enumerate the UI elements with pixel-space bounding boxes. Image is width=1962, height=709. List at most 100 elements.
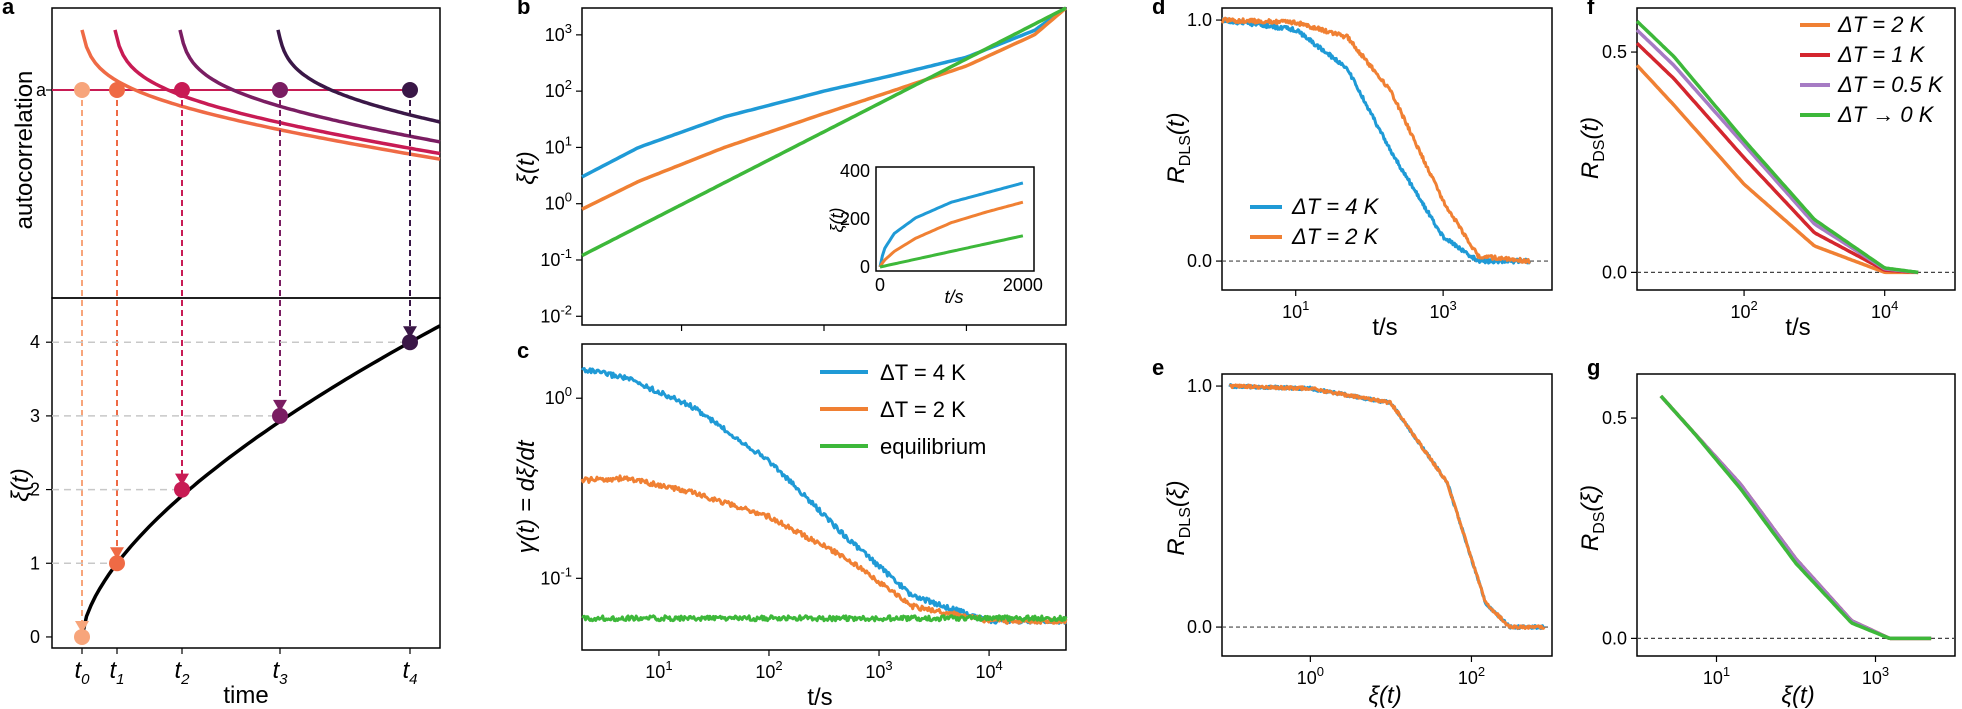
c-plot-xtick-label-1: 102	[755, 658, 782, 682]
panel-a-ytick-a: a	[36, 80, 47, 100]
panel-a-bottom-dot-t0	[74, 628, 90, 645]
panel-e-ylabel: RDLS(ξ)	[1163, 480, 1194, 555]
panel-label-a: a	[2, 0, 15, 19]
panel-g-plot: 101 103 0.0 0.5	[1602, 394, 1955, 688]
d-plot-series-0	[1221, 17, 1532, 265]
panel-b-inset-ytick-1: 200	[840, 209, 870, 229]
panel-a-arrowhead-t4	[403, 326, 417, 339]
f-plot-series-1	[1635, 41, 1919, 275]
b-plot-ytick-label-2: 100	[545, 190, 572, 214]
panel-a-ytick-label-0: 0	[30, 627, 40, 647]
panel-d-plot: 101 103 0.0 1.0	[1187, 10, 1552, 322]
panel-c-legend-label-0: ΔT = 4 K	[880, 360, 966, 385]
panel-a-top-frame	[51, 7, 441, 299]
panel-a-ytick-label-2: 2	[30, 480, 40, 500]
panel-f-legend-label-1: ΔT = 1 K	[1837, 42, 1926, 67]
panel-d-xlabel: t/s	[1372, 314, 1397, 341]
panel-c-legend: ΔT = 4 K ΔT = 2 K equilibrium	[820, 360, 986, 459]
panel-b-inset-series-1	[878, 200, 1024, 268]
panel-a-xtick-t4: t4	[402, 657, 417, 688]
panel-c-legend-label-2: equilibrium	[880, 434, 986, 459]
panel-d-legend-label-0: ΔT = 4 K	[1291, 194, 1380, 219]
panel-b-inset-series-2	[879, 234, 1024, 269]
f-plot-series-0	[1635, 64, 1919, 275]
e-plot-xtick-label-1: 102	[1458, 664, 1485, 688]
c-plot-series-0	[581, 366, 1067, 625]
panel-a-arrowhead-t2	[175, 473, 189, 486]
panel-a-xlabel-time: time	[223, 682, 268, 709]
panel-b-inset-plot: 0 2000 0 200 400	[840, 161, 1043, 295]
panel-b-inset-ytick-0: 0	[860, 257, 870, 277]
c-plot-xtick-label-3: 104	[975, 658, 1002, 682]
g-plot-xtick-label-0: 101	[1703, 664, 1730, 688]
panel-e-frame	[1221, 373, 1553, 657]
d-plot-xtick-label-1: 103	[1429, 298, 1456, 322]
panel-g-ylabel: RDS(ξ)	[1577, 485, 1608, 551]
b-plot-series-1	[581, 6, 1068, 211]
panel-b-inset-frame	[875, 166, 1035, 272]
panel-c-xlabel: t/s	[807, 684, 832, 709]
b-plot-series-0	[581, 6, 1068, 179]
panel-a-bottom-dot-t2	[174, 481, 190, 498]
panel-f-xlabel: t/s	[1785, 314, 1810, 341]
panel-c-ylabel: γ(t) = dξ/dt	[513, 439, 540, 553]
c-plot-series-1	[580, 474, 1068, 625]
e-plot-ytick-label-1: 1.0	[1187, 376, 1212, 396]
g-plot-series-1	[1659, 394, 1932, 641]
panel-label-g: g	[1587, 355, 1600, 380]
g-plot-xtick-label-1: 103	[1862, 664, 1889, 688]
panel-label-e: e	[1152, 355, 1164, 380]
e-plot-series-1	[1228, 383, 1546, 630]
panel-f-frame	[1636, 7, 1956, 291]
panel-f-legend-label-3: ΔT → 0 K	[1837, 102, 1935, 127]
panel-a-bottom-dot-t1	[109, 555, 125, 572]
panel-label-b: b	[517, 0, 530, 19]
panel-d-frame	[1221, 7, 1553, 291]
panel-g-xlabel: ξ(t)	[1781, 682, 1814, 709]
panel-a-xi-curve	[80, 324, 441, 638]
c-plot-series-2	[581, 614, 1068, 623]
panel-a-ytick-label-1: 1	[30, 553, 40, 573]
panel-f-plot: 102 104 0.0 0.5	[1602, 19, 1955, 322]
panel-a-autocorrelation-curves	[46, 29, 441, 161]
panel-b-inset-ytick-2: 400	[840, 161, 870, 181]
panel-a-curve-t2	[113, 29, 441, 156]
f-plot-ytick-label-0: 0.0	[1602, 262, 1627, 282]
panel-a-ytick-label-4: 4	[30, 332, 40, 352]
panel-a-ylabel-xi: ξ(t)	[7, 468, 34, 501]
panel-a-xtick-t3: t3	[272, 657, 288, 688]
g-plot-series-0	[1659, 394, 1932, 641]
b-plot-ytick-label-4: 102	[545, 77, 572, 101]
panel-label-c: c	[517, 338, 529, 363]
d-plot-series-1	[1220, 16, 1531, 264]
g-plot-ytick-label-0: 0.0	[1602, 628, 1627, 648]
panel-g-frame	[1636, 373, 1956, 657]
panel-e-plot: 100 102 0.0 1.0	[1187, 376, 1552, 688]
panel-label-f: f	[1587, 0, 1595, 19]
d-plot-xtick-label-0: 101	[1282, 298, 1309, 322]
b-plot-ytick-label-1: 10-1	[540, 246, 572, 270]
d-plot-ytick-label-1: 1.0	[1187, 10, 1212, 30]
panel-b-inset-ylabel: ξ(t)	[827, 207, 847, 232]
panel-b-inset-series-0	[878, 181, 1024, 268]
panel-f-legend: ΔT = 2 K ΔT = 1 K ΔT = 0.5 K ΔT → 0 K	[1800, 12, 1944, 127]
panel-a-xtick-t1: t1	[109, 657, 124, 688]
panel-a-bottom-dot-t3	[272, 407, 288, 424]
panel-d-legend: ΔT = 4 K ΔT = 2 K	[1250, 194, 1380, 249]
panel-c-legend-label-1: ΔT = 2 K	[880, 397, 966, 422]
e-plot-ytick-label-0: 0.0	[1187, 617, 1212, 637]
b-plot-ytick-label-0: 10-2	[540, 302, 572, 326]
panel-a-xtick-t0: t0	[74, 657, 90, 688]
f-plot-xtick-label-1: 104	[1871, 298, 1898, 322]
panel-a-arrowhead-t0	[75, 620, 89, 633]
panel-b-ylabel: ξ(t)	[513, 151, 540, 184]
g-plot-series-3	[1659, 394, 1932, 641]
f-plot-xtick-label-0: 102	[1730, 298, 1757, 322]
c-plot-ytick-label-0: 10-1	[540, 564, 572, 588]
panel-a-ytick-label-3: 3	[30, 406, 40, 426]
panel-a-xi-plot: t0 t1 t2 t3 t4 0 1 2 3 4	[30, 90, 441, 688]
c-plot-xtick-label-2: 103	[865, 658, 892, 682]
panel-f-ylabel: RDS(t)	[1577, 117, 1608, 179]
f-plot-ytick-label-1: 0.5	[1602, 42, 1627, 62]
